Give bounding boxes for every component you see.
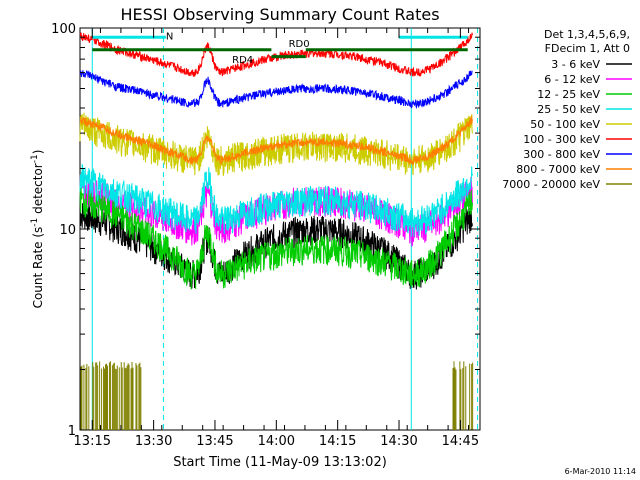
annotation-1: RD4 xyxy=(232,55,253,66)
legend: Det 1,3,4,5,6,9, FDecim 1, Att 0 3 - 6 k… xyxy=(502,28,632,191)
x-tick-label-1: 13:30 xyxy=(135,434,172,449)
legend-label-4: 50 - 100 keV xyxy=(530,118,600,131)
x-tick-label-4: 14:15 xyxy=(319,434,356,449)
x-axis-label: Start Time (11-May-09 13:13:02) xyxy=(173,455,387,470)
x-tick-label-2: 13:45 xyxy=(196,434,233,449)
annotation-0: N xyxy=(166,31,173,42)
x-tick-label-3: 14:00 xyxy=(258,434,295,449)
legend-label-7: 800 - 7000 keV xyxy=(516,163,600,176)
annotation-2: RD0 xyxy=(289,39,310,50)
legend-label-6: 300 - 800 keV xyxy=(523,148,600,161)
legend-label-2: 12 - 25 keV xyxy=(537,88,600,101)
legend-label-0: 3 - 6 keV xyxy=(551,58,600,71)
legend-label-8: 7000 - 20000 keV xyxy=(502,178,600,191)
legend-header-1: Det 1,3,4,5,6,9, xyxy=(544,28,630,41)
bar-annotations: N RD4 RD0 xyxy=(166,31,310,66)
x-tick-label-6: 14:45 xyxy=(442,434,479,449)
legend-header-2: FDecim 1, Att 0 xyxy=(545,42,630,55)
y-axis-label-sup1: -1 xyxy=(30,218,40,227)
x-axis: 13:15 13:30 13:45 14:00 14:15 14:30 14:45 xyxy=(74,28,479,449)
series-line-5 xyxy=(79,31,473,78)
x-tick-label-0: 13:15 xyxy=(74,434,111,449)
y-axis-label-main: Count Rate (s xyxy=(31,227,45,309)
chart-title: HESSI Observing Summary Count Rates xyxy=(120,5,439,24)
footer-stamp: 6-Mar-2010 11:14 xyxy=(565,467,636,476)
y-axis: 1 10 100 xyxy=(51,22,480,439)
legend-label-3: 25 - 50 keV xyxy=(537,103,600,116)
legend-label-5: 100 - 300 keV xyxy=(523,133,600,146)
y-axis-label-end: ) xyxy=(31,150,45,155)
y-axis-label: Count Rate (s-1 detector-1) xyxy=(30,150,45,309)
y-tick-label-2: 100 xyxy=(51,22,76,37)
y-tick-label-1: 10 xyxy=(59,223,76,238)
series-line-2 xyxy=(79,187,473,290)
series-layer xyxy=(79,31,474,430)
y-tick-label-0: 1 xyxy=(68,424,76,439)
x-tick-label-5: 14:30 xyxy=(380,434,417,449)
series-line-4 xyxy=(79,112,473,176)
legend-label-1: 6 - 12 keV xyxy=(544,73,600,86)
series-line-6 xyxy=(79,70,473,110)
y-axis-label-mid: detector xyxy=(31,163,45,218)
series-line-3 xyxy=(79,163,473,238)
series-line-7 xyxy=(79,115,473,166)
y-axis-label-sup2: -1 xyxy=(30,154,40,163)
